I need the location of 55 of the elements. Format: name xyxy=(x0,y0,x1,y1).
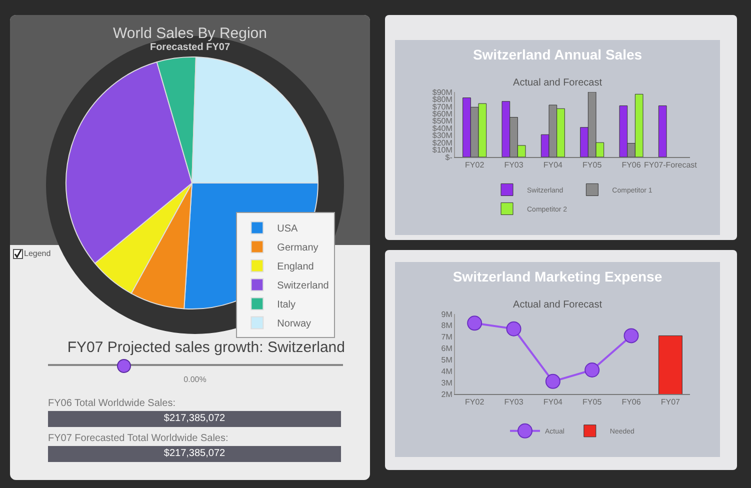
y-tick-label: $70M xyxy=(432,102,453,112)
text: $217,385,072 xyxy=(48,446,341,462)
x-tick-label: FY06 xyxy=(622,160,642,170)
chart-subtitle: Actual and Forecast xyxy=(513,78,602,89)
chart-subtitle: Actual and Forecast xyxy=(513,300,602,311)
bar xyxy=(658,105,667,157)
x-tick-label: FY07 xyxy=(660,398,681,407)
x-tick-label: FY02 xyxy=(465,160,485,170)
text: FY07 Forecasted Total Worldwide Sales: xyxy=(48,433,228,444)
y-tick-label: 8M xyxy=(441,321,453,330)
y-tick-label: $40M xyxy=(432,124,453,133)
x-tick-label: FY04 xyxy=(543,160,564,170)
x-tick-label: FY06 xyxy=(622,398,642,407)
point xyxy=(506,321,522,336)
y-tick-label: 6M xyxy=(441,344,453,354)
point xyxy=(545,374,560,389)
chart-title: World Sales By Region xyxy=(112,25,268,42)
legend-label: Switzerland xyxy=(277,280,329,292)
x-tick-label: FY05 xyxy=(582,160,602,170)
text: 0.00% xyxy=(182,375,208,384)
chart-title: Switzerland Annual Sales xyxy=(472,46,642,63)
x-tick-label: FY07-Forecast xyxy=(644,160,698,170)
y-tick-label: 5M xyxy=(441,356,453,365)
chart-title: Switzerland Marketing Expense xyxy=(452,268,662,285)
legend-label: Germany xyxy=(277,242,318,254)
x-tick-label: FY04 xyxy=(543,398,564,407)
y-tick-label: $- xyxy=(445,152,453,162)
point xyxy=(467,316,482,331)
y-tick-label: 3M xyxy=(441,378,453,388)
legend-label: Norway xyxy=(277,318,312,330)
y-tick-label: 7M xyxy=(441,332,453,342)
legend-label: Italy xyxy=(277,300,296,311)
x-tick-label: FY03 xyxy=(504,398,524,407)
y-tick-label: $80M xyxy=(432,95,453,104)
y-tick-label: 2M xyxy=(441,390,453,399)
text: $217,385,072 xyxy=(48,411,341,427)
text: FY06 Total Worldwide Sales: xyxy=(48,398,176,409)
y-tick-label: $50M xyxy=(432,116,453,126)
y-tick-label: 9M xyxy=(441,310,453,319)
point xyxy=(584,362,600,378)
legend-label: USA xyxy=(277,224,298,235)
chart-subtitle: Forecasted FY07 xyxy=(148,42,232,53)
y-tick-label: $90M xyxy=(432,88,453,97)
y-tick-label: $60M xyxy=(432,109,453,118)
y-tick-label: 4M xyxy=(441,366,453,376)
x-tick-label: FY05 xyxy=(582,398,602,407)
y-tick-label: $20M xyxy=(432,138,453,148)
text: Legend xyxy=(24,249,51,258)
y-tick-label: $30M xyxy=(432,131,453,140)
text: FY07 Projected sales growth: Switzerland xyxy=(66,339,345,356)
legend-label: England xyxy=(277,262,314,273)
x-tick-label: FY03 xyxy=(504,160,524,170)
x-tick-label: FY02 xyxy=(465,398,485,407)
y-tick-label: $10M xyxy=(432,146,453,155)
point xyxy=(624,328,639,344)
